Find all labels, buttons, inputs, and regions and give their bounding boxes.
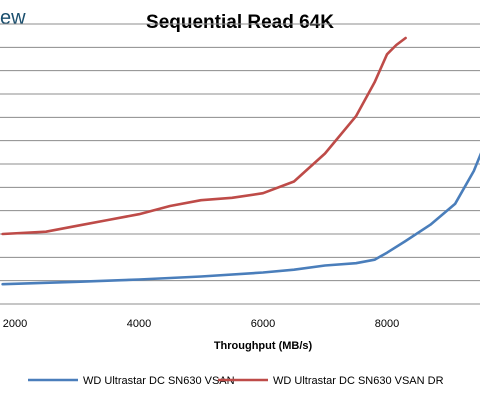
series-line-2 — [1, 36, 407, 236]
x-axis-ticks: 2000 4000 6000 8000 — [3, 318, 399, 330]
x-axis-label: Throughput (MB/s) — [214, 340, 313, 352]
legend-label-1: WD Ultrastar DC SN630 VSAN — [83, 375, 235, 387]
x-tick-label: 8000 — [375, 318, 399, 330]
legend-label-2: WD Ultrastar DC SN630 VSAN DR — [273, 375, 444, 387]
gridlines — [0, 23, 480, 305]
chart-title: Sequential Read 64K — [146, 12, 334, 33]
series-layer — [1, 36, 480, 286]
x-tick-label: 6000 — [251, 318, 275, 330]
series-line-1 — [1, 152, 480, 286]
legend: WD Ultrastar DC SN630 VSAN WD Ultrastar D… — [28, 375, 444, 387]
x-tick-label: 2000 — [3, 318, 27, 330]
x-tick-label: 4000 — [127, 318, 151, 330]
